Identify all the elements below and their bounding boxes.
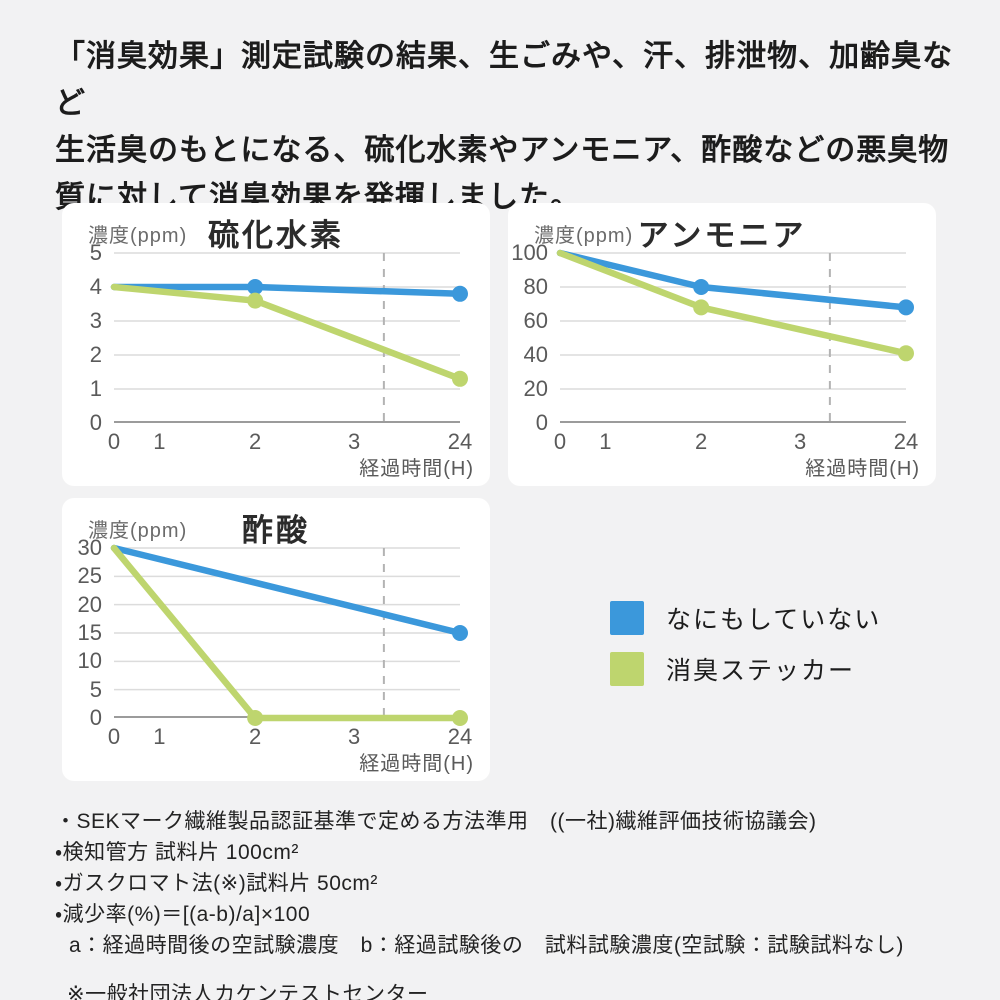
x-axis-tick-labels: 0 1 2 3 24: [554, 429, 918, 455]
x-tick-label: 3: [347, 429, 361, 454]
footnotes: ・SEKマーク繊維製品認証基準で定める方法準用 ((一社)繊維評価技術協議会) …: [55, 806, 955, 1000]
note-line-3: ・ガスクロマト法(※)試料片 50cm²: [55, 872, 378, 895]
legend-label-deodorant-sticker: 消臭ステッカー: [666, 657, 856, 685]
x-tick-label: 0: [107, 429, 121, 454]
header-line-2: 生活臭のもとになる、硫化水素やアンモニア、酢酸などの悪臭物: [55, 134, 950, 167]
y-tick-label: 60: [523, 308, 548, 333]
chart-title: アンモニア: [637, 218, 807, 253]
y-tick-label: 100: [511, 240, 548, 265]
data-point-marker: [693, 279, 710, 295]
x-tick-label: 3: [347, 724, 361, 749]
data-point-marker: [898, 345, 914, 362]
x-tick-label: 0: [107, 724, 121, 749]
x-tick-label: 24: [447, 724, 473, 749]
x-tick-label: 24: [893, 429, 919, 454]
x-tick-label: 1: [153, 429, 166, 454]
legend-swatch-green: [610, 652, 644, 686]
legend-item-deodorant-sticker: 消臭ステッカー: [610, 652, 881, 686]
note-line-4: ・減少率(%)＝[(a-b)/a]×100: [55, 903, 311, 926]
y-tick-label: 1: [89, 376, 102, 401]
note-line-2: ・検知管方 試料片 100cm²: [55, 841, 299, 864]
x-tick-label: 2: [695, 429, 708, 454]
plot-area: [556, 249, 914, 423]
x-axis-tick-labels: 0 1 2 3 24: [108, 429, 472, 455]
legend-swatch-blue: [610, 601, 644, 635]
x-axis-label: 経過時間(H): [359, 458, 474, 480]
series-line: [110, 544, 464, 637]
note-source: ※一般社団法人カケンテストセンター: [67, 983, 429, 1000]
y-axis-tick-labels: 0 5 10 15 20 25 30: [62, 535, 104, 730]
note-line-1: ・SEKマーク繊維製品認証基準で定める方法準用 ((一社)繊維評価技術協議会): [55, 810, 817, 833]
data-point-marker: [452, 625, 468, 641]
data-point-marker: [452, 285, 468, 302]
header-line-1: 「消臭効果」測定試験の結果、生ごみや、汗、排泄物、加齢臭など: [55, 40, 954, 120]
legend: なにもしていない 消臭ステッカー: [610, 601, 881, 703]
y-tick-label: 15: [77, 620, 102, 645]
series-line: [556, 249, 910, 311]
x-axis-tick-labels: 0 1 2 3 24: [108, 724, 472, 750]
data-point-marker: [247, 292, 264, 309]
y-tick-label: 25: [77, 563, 102, 589]
header-text: 「消臭効果」測定試験の結果、生ごみや、汗、排泄物、加齢臭など 生活臭のもとになる…: [55, 33, 965, 221]
y-tick-label: 30: [77, 535, 102, 560]
data-point-marker: [247, 279, 264, 295]
y-axis-unit-label: 濃度(ppm): [88, 520, 188, 542]
y-axis-tick-labels: 0 1 2 3 4 5: [62, 240, 104, 435]
y-tick-label: 0: [535, 410, 548, 435]
x-axis-label: 経過時間(H): [359, 753, 474, 775]
y-tick-label: 0: [89, 410, 102, 435]
data-point-marker: [247, 710, 264, 726]
y-tick-label: 5: [89, 676, 102, 702]
y-tick-label: 10: [77, 648, 102, 674]
y-axis-tick-labels: 0 20 40 60 80 100: [508, 240, 550, 435]
plot-area: [110, 252, 468, 423]
chart-title: 硫化水素: [208, 218, 344, 253]
data-point-marker: [452, 370, 468, 387]
chart-card-acetic-acid: 濃度(ppm) 酢酸 0 5 10 15 20 25 30 0 1 2 3 24 経過時間(H): [62, 498, 490, 781]
y-axis-unit-label: 濃度(ppm): [534, 225, 634, 247]
x-tick-label: 3: [793, 429, 807, 454]
note-line-5: a：経過時間後の空試験濃度 b：経過試験後の 試料試験濃度(空試験：試験試料なし…: [69, 934, 904, 957]
y-tick-label: 5: [89, 240, 102, 265]
x-tick-label: 0: [553, 429, 567, 454]
y-axis-unit-label: 濃度(ppm): [88, 225, 188, 247]
y-tick-label: 80: [523, 274, 548, 299]
x-tick-label: 1: [599, 429, 612, 454]
series-line: [110, 283, 464, 383]
y-tick-label: 20: [77, 591, 102, 617]
x-tick-label: 2: [249, 724, 262, 749]
chart-card-hydrogen-sulfide: 濃度(ppm) 硫化水素 0 1 2 3 4 5 0 1 2 3 24 経過時間(H): [62, 203, 490, 486]
data-point-marker: [452, 710, 468, 726]
legend-item-untreated: なにもしていない: [610, 601, 881, 635]
y-tick-label: 0: [89, 705, 102, 730]
chart-card-ammonia: 濃度(ppm) アンモニア 0 20 40 60 80 100 0 1 2 3 24 経過時間(H…: [508, 203, 936, 486]
x-tick-label: 24: [447, 429, 473, 454]
x-axis-label: 経過時間(H): [805, 458, 920, 480]
data-point-marker: [898, 299, 914, 316]
x-tick-label: 2: [249, 429, 262, 454]
data-point-marker: [693, 299, 710, 316]
y-tick-label: 4: [89, 274, 102, 299]
y-tick-label: 40: [523, 342, 548, 367]
chart-title: 酢酸: [242, 513, 310, 548]
y-tick-label: 3: [89, 308, 102, 333]
x-tick-label: 1: [153, 724, 166, 749]
y-tick-label: 20: [523, 376, 548, 401]
y-tick-label: 2: [89, 342, 102, 367]
plot-area: [110, 544, 468, 726]
legend-label-untreated: なにもしていない: [666, 606, 882, 634]
